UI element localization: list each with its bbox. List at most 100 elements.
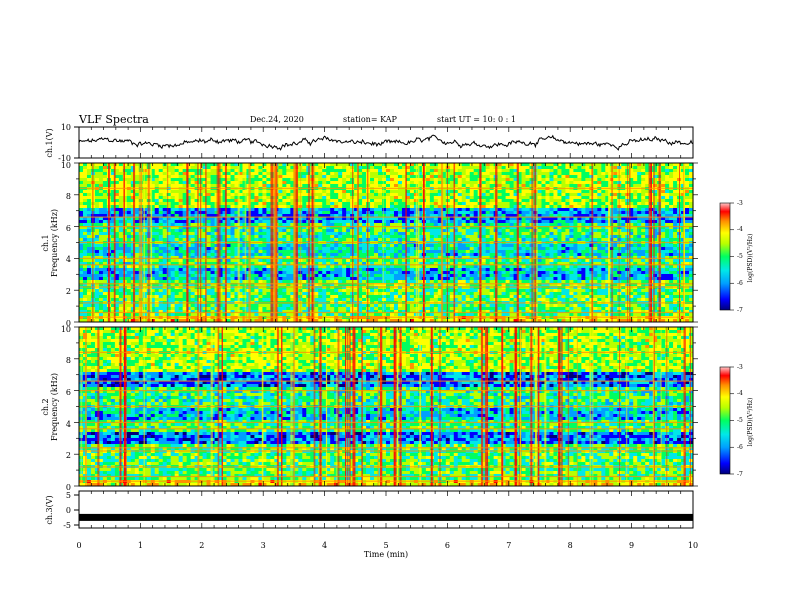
spectrogram-cell <box>194 166 200 170</box>
spectrogram-cell <box>457 166 463 170</box>
spectrogram-cell <box>505 244 510 248</box>
spectrogram-cell <box>254 163 259 167</box>
spectrogram-cell <box>501 202 507 206</box>
spectrogram-cell <box>318 178 323 182</box>
spectrogram-cell <box>206 220 211 224</box>
spectrogram-cell <box>417 238 423 242</box>
spectrogram-cell <box>441 229 447 233</box>
spectrogram-cell <box>681 223 686 227</box>
spectrogram-cell <box>358 169 363 173</box>
spectrogram-cell <box>342 247 347 251</box>
spectrogram-cell <box>326 235 331 239</box>
spectrogram-cell <box>637 202 642 206</box>
spectrogram-cell <box>505 214 510 218</box>
spectrogram-cell <box>637 244 642 248</box>
spectrogram-cell <box>633 217 638 221</box>
spectrogram-cell <box>621 169 626 173</box>
spectrogram-cell <box>226 235 231 239</box>
spectrogram-cell <box>549 190 554 194</box>
spectrogram-cell <box>405 238 411 242</box>
spectrogram-cell <box>541 196 546 200</box>
spectrogram-cell <box>445 193 451 197</box>
spectrogram-cell <box>122 190 128 194</box>
spectrogram-cell <box>645 232 650 236</box>
spectrogram-cell <box>505 232 510 236</box>
spectrogram-cell <box>461 220 467 224</box>
spectrogram-cell <box>98 205 104 209</box>
spectrogram-cell <box>501 169 507 173</box>
spectrogram-cell <box>621 166 626 170</box>
spectrogram-cell <box>174 250 180 254</box>
spectrogram-cell <box>481 184 487 188</box>
spectrogram-cell <box>82 235 88 239</box>
spectrogram-cell <box>334 235 339 239</box>
spectrogram-cell <box>182 256 188 260</box>
spectrogram-cell <box>613 190 618 194</box>
spectrogram-cell <box>597 229 602 233</box>
spectrogram-cell <box>254 253 259 257</box>
spectrogram-cell <box>509 184 514 188</box>
spectrogram-cell <box>549 235 554 239</box>
spectrogram-cell <box>537 208 542 212</box>
spectrogram-cell <box>370 202 375 206</box>
spectrogram-cell <box>665 169 670 173</box>
spectrogram-cell <box>581 205 586 209</box>
spectrogram-cell <box>601 214 606 218</box>
spectrogram-cell <box>178 235 184 239</box>
spectrogram-cell <box>521 253 526 257</box>
spectrogram-cell <box>382 202 387 206</box>
spectrogram-cell <box>114 169 120 173</box>
spectrogram-cell <box>330 196 335 200</box>
spectrogram-cell <box>182 235 188 239</box>
spectrogram-cell <box>389 223 395 227</box>
spectrogram-cell <box>146 211 152 215</box>
spectrogram-cell <box>282 226 287 230</box>
spectrogram-cell <box>505 238 510 242</box>
spectrogram-cell <box>481 220 487 224</box>
spectrogram-cell <box>469 253 475 257</box>
spectrogram-cell <box>389 163 395 167</box>
spectrogram-cell <box>174 229 180 233</box>
spectrogram-cell <box>593 190 598 194</box>
spectrogram-cell <box>609 172 614 176</box>
spectrogram-cell <box>453 202 459 206</box>
spectrogram-cell <box>354 175 359 179</box>
spectrogram-cell <box>689 223 694 227</box>
spectrogram-cell <box>665 175 670 179</box>
spectrogram-cell <box>681 166 686 170</box>
spectrogram-cell <box>114 205 120 209</box>
spectrogram-cell <box>86 202 92 206</box>
spectrogram-cell <box>613 250 618 254</box>
spectrogram-cell <box>86 223 92 227</box>
spectrogram-cell <box>114 181 120 185</box>
spectrogram-cell <box>573 229 578 233</box>
spectrogram-cell <box>302 214 307 218</box>
spectrogram-cell <box>637 226 642 230</box>
spectrogram-cell <box>286 217 291 221</box>
spectrogram-cell <box>190 169 196 173</box>
spectrogram-cell <box>114 190 120 194</box>
spectrogram-cell <box>685 193 690 197</box>
spectrogram-cell <box>509 244 514 248</box>
spectrogram-cell <box>146 226 152 230</box>
spectrogram-cell <box>230 244 235 248</box>
spectrogram-cell <box>146 208 152 212</box>
spectrogram-cell <box>597 205 602 209</box>
spectrogram-cell <box>266 235 271 239</box>
spectrogram-cell <box>525 175 530 179</box>
spectrogram-cell <box>561 169 566 173</box>
spectrogram-cell <box>473 217 479 221</box>
spectrogram-cell <box>437 211 443 215</box>
spectrogram-cell <box>290 202 295 206</box>
spectrogram-cell <box>378 175 383 179</box>
spectrogram-cell <box>386 229 391 233</box>
spectrogram-cell <box>334 172 339 176</box>
spectrogram-cell <box>238 193 243 197</box>
spectrogram-cell <box>170 223 176 227</box>
spectrogram-cell <box>314 175 319 179</box>
spectrogram-cell <box>190 178 196 182</box>
spectrogram-cell <box>529 202 534 206</box>
spectrogram-cell <box>565 205 570 209</box>
spectrogram-cell <box>314 208 319 212</box>
spectrogram-cell <box>166 163 172 167</box>
